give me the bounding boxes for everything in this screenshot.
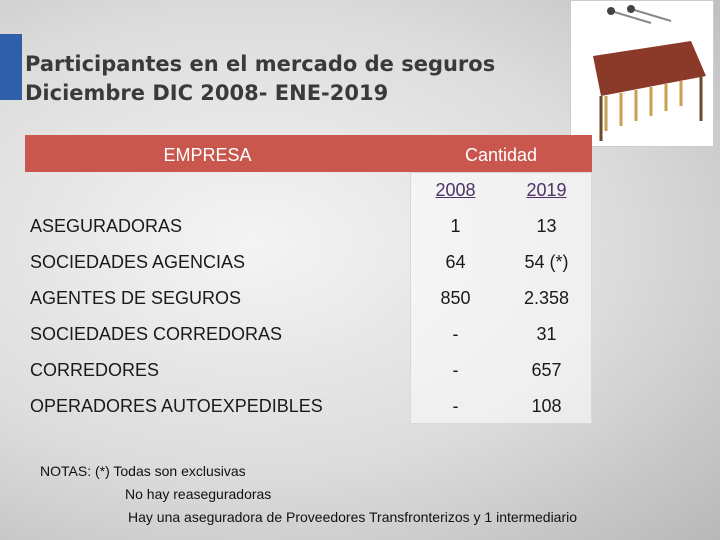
value-cell: 2.358 bbox=[523, 288, 570, 308]
value-cell: - bbox=[452, 324, 459, 344]
company-cell: AGENTES DE SEGUROS bbox=[30, 288, 242, 308]
company-cell: OPERADORES AUTOEXPEDIBLES bbox=[30, 396, 323, 416]
accent-bar bbox=[0, 34, 22, 100]
value-cell: 64 bbox=[445, 252, 466, 272]
company-cell: CORREDORES bbox=[30, 360, 160, 380]
table-header: EMPRESA Cantidad bbox=[25, 135, 592, 172]
title-line: Diciembre DIC 2008- ENE-2019 bbox=[25, 81, 389, 105]
header-cell: Cantidad bbox=[464, 145, 538, 165]
note: Hay una aseguradora de Proveedores Trans… bbox=[128, 509, 578, 525]
value-cell: 1 bbox=[450, 216, 461, 236]
year-header: 2008 bbox=[435, 180, 476, 200]
value-area bbox=[410, 172, 592, 424]
value-cell: 657 bbox=[531, 360, 562, 380]
marimba-image bbox=[570, 0, 714, 147]
value-cell: 13 bbox=[536, 216, 557, 236]
marimba-drawing bbox=[593, 5, 706, 141]
note: No hay reaseguradoras bbox=[125, 486, 272, 502]
title-line: Participantes en el mercado de seguros bbox=[25, 52, 496, 76]
title: Participantes en el mercado de seguros D… bbox=[25, 50, 495, 108]
value-cell: 108 bbox=[531, 396, 562, 416]
value-cell: 31 bbox=[536, 324, 557, 344]
company-cell: ASEGURADORAS bbox=[30, 216, 183, 236]
header-cell: EMPRESA bbox=[163, 145, 252, 165]
notes: NOTAS: (*) Todas son exclusivas No hay r… bbox=[40, 460, 577, 529]
value-cell: - bbox=[452, 396, 459, 416]
value-cell: 850 bbox=[440, 288, 471, 308]
value-cell: - bbox=[452, 360, 459, 380]
year-header: 2019 bbox=[526, 180, 567, 200]
company-cell: SOCIEDADES CORREDORAS bbox=[30, 324, 283, 344]
note: NOTAS: (*) Todas son exclusivas bbox=[40, 463, 246, 479]
value-cell: 54 (*) bbox=[524, 252, 569, 272]
company-cell: SOCIEDADES AGENCIAS bbox=[30, 252, 246, 272]
